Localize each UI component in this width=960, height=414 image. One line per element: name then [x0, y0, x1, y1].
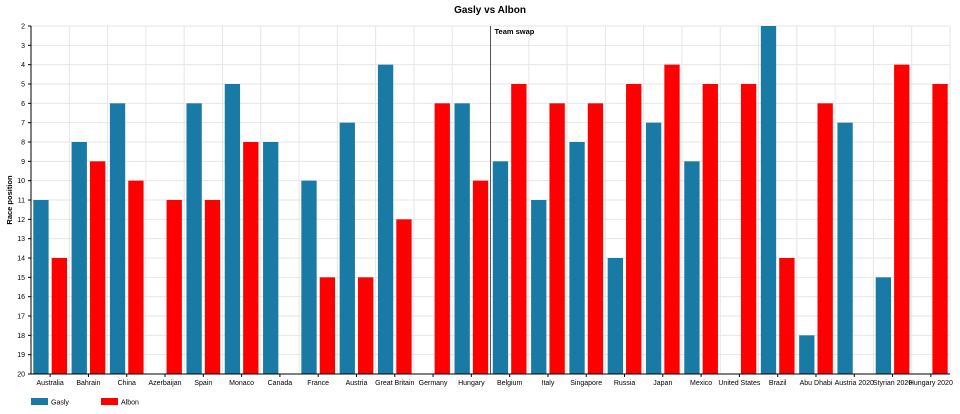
bar-albon-united-states — [740, 84, 757, 374]
y-tick-label: 13 — [17, 236, 25, 243]
bar-albon-hungary — [472, 180, 489, 374]
y-tick-label: 7 — [21, 120, 25, 127]
y-tick-label: 18 — [17, 333, 25, 340]
x-tick-label: Russia — [614, 380, 636, 387]
bar-gasly-belgium — [492, 161, 509, 374]
bar-gasly-canada — [263, 142, 279, 374]
x-tick-label: Monaco — [229, 380, 254, 387]
legend-swatch-gasly — [31, 398, 48, 405]
x-tick-label: Styrian 2020 — [873, 380, 912, 387]
y-tick-label: 19 — [17, 352, 25, 359]
y-tick-label: 11 — [18, 198, 25, 205]
y-tick-label: 6 — [21, 101, 25, 108]
bar-gasly-australia — [33, 200, 49, 374]
bar-gasly-hungary — [454, 103, 470, 374]
bar-albon-abu-dhabi — [817, 103, 833, 374]
bar-gasly-bahrain — [71, 142, 87, 374]
bar-gasly-russia — [607, 258, 623, 374]
x-tick-label: Singapore — [570, 380, 602, 387]
bar-albon-russia — [626, 84, 642, 374]
axes: 2 3 4 5 6 7 8 9 10 11 12 13 14 15 16 17 18 19 20 Australia B… — [17, 24, 953, 388]
y-tick-label: 10 — [17, 178, 25, 185]
bars — [33, 26, 948, 375]
y-tick-label: 20 — [17, 372, 25, 379]
x-tick-label: France — [307, 380, 329, 387]
x-tick-label: Great Britain — [375, 380, 414, 387]
x-tick-label: Mexico — [690, 380, 712, 387]
bar-albon-singapore — [587, 103, 604, 374]
bar-albon-spain — [204, 200, 221, 374]
y-tick-label: 5 — [21, 82, 25, 89]
bar-gasly-brazil — [760, 26, 777, 374]
bar-albon-great-britain — [396, 219, 412, 374]
y-tick-label: 2 — [21, 24, 25, 31]
bar-albon-belgium — [511, 84, 527, 374]
bar-gasly-singapore — [569, 142, 585, 374]
bar-gasly-france — [301, 180, 317, 374]
legend-label-gasly: Gasly — [51, 400, 69, 407]
bar-gasly-great-britain — [377, 64, 394, 375]
x-tick-label: Germany — [419, 380, 448, 387]
bar-albon-germany — [434, 103, 450, 374]
bar-gasly-monaco — [224, 84, 241, 374]
y-tick-label: 12 — [17, 217, 25, 224]
y-tick-label: 3 — [21, 43, 25, 50]
legend: Gasly Albon — [31, 398, 139, 407]
y-tick-label: 9 — [21, 159, 25, 166]
x-tick-label: Spain — [194, 380, 212, 387]
bar-gasly-japan — [645, 122, 662, 375]
bar-albon-hungary-2020 — [932, 84, 948, 374]
x-tick-label: United States — [718, 380, 761, 387]
x-tick-label: Austria — [346, 380, 368, 387]
bar-albon-france — [319, 277, 336, 374]
x-tick-label: Hungary — [458, 380, 485, 387]
bar-albon-brazil — [779, 258, 795, 374]
bar-gasly-italy — [531, 200, 547, 374]
legend-label-albon: Albon — [121, 400, 139, 407]
bar-albon-bahrain — [89, 161, 106, 374]
x-tick-label: Abu Dhabi — [800, 380, 833, 387]
bar-albon-italy — [549, 103, 565, 374]
y-tick-label: 15 — [17, 275, 25, 282]
bar-gasly-abu-dhabi — [799, 335, 815, 374]
bar-gasly-mexico — [684, 161, 700, 374]
bar-gasly-styrian-2020 — [875, 277, 892, 374]
chart-title: Gasly vs Albon — [454, 5, 526, 16]
x-tick-label: Belgium — [497, 380, 522, 387]
bar-albon-austria — [358, 277, 374, 374]
bar-albon-japan — [664, 64, 680, 375]
bar-albon-australia — [51, 258, 67, 374]
y-tick-label: 4 — [21, 62, 25, 69]
team-swap-label: Team swap — [495, 27, 535, 36]
x-tick-label: Bahrain — [76, 380, 100, 387]
bar-albon-azerbaijan — [166, 200, 182, 374]
x-tick-label: Canada — [268, 380, 293, 387]
x-tick-label: Azerbaijan — [148, 380, 181, 387]
x-tick-label: China — [118, 380, 136, 387]
y-tick-label: 16 — [17, 294, 25, 301]
bar-gasly-spain — [186, 103, 202, 374]
bar-gasly-austria-2020 — [837, 122, 853, 375]
y-tick-label: 8 — [21, 140, 25, 147]
y-tick-label: 17 — [17, 314, 25, 321]
x-tick-label: Japan — [653, 380, 672, 387]
bar-gasly-china — [109, 103, 126, 374]
x-tick-label: Hungary 2020 — [909, 380, 953, 387]
x-tick-label: Australia — [37, 380, 64, 387]
x-tick-label: Austria 2020 — [835, 380, 874, 387]
bar-gasly-austria — [339, 122, 355, 375]
x-tick-label: Brazil — [769, 380, 787, 387]
bar-albon-styrian-2020 — [894, 64, 910, 375]
bar-albon-mexico — [702, 84, 718, 374]
annotations: Team swap — [490, 26, 535, 374]
bar-albon-china — [128, 180, 144, 374]
y-tick-label: 14 — [17, 256, 25, 263]
legend-swatch-albon — [101, 398, 118, 405]
bar-albon-monaco — [243, 142, 259, 374]
y-axis-label: Race position — [5, 175, 14, 225]
x-tick-label: Italy — [542, 380, 555, 387]
